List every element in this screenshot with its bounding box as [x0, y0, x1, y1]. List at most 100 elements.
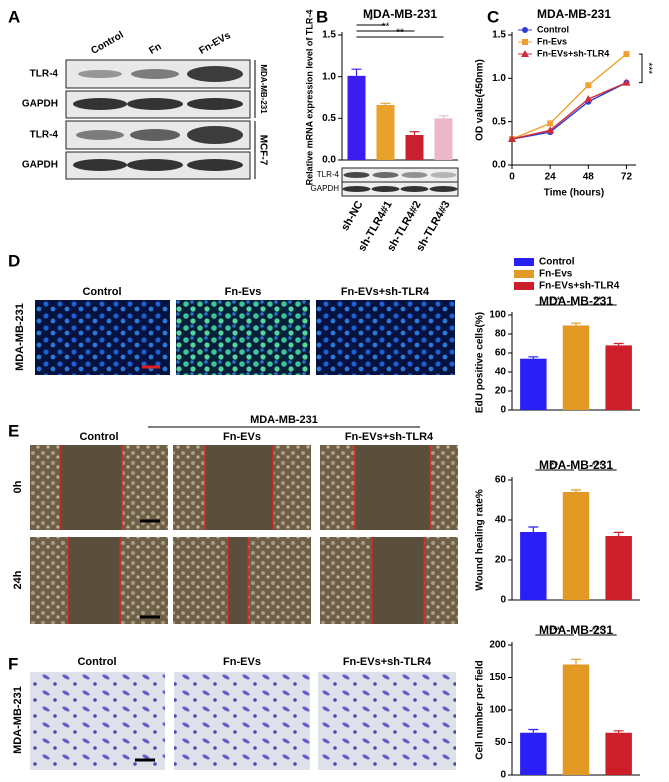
significance-label: *** — [549, 626, 561, 637]
significance-label: *** — [591, 461, 603, 472]
layout — [30, 59, 458, 770]
blot-label: GAPDH — [311, 184, 340, 193]
y-tick-label: 150 — [489, 672, 506, 683]
y-tick-label: 0.0 — [322, 155, 336, 166]
cell-line: MDA-MB-231 — [259, 64, 268, 114]
marker — [585, 82, 592, 89]
bar — [520, 732, 547, 775]
y-tick-label: 1.0 — [322, 71, 336, 82]
y-tick-label: 0.0 — [492, 160, 506, 171]
marker — [623, 51, 630, 58]
bands — [73, 66, 243, 171]
line — [511, 82, 627, 140]
bar — [562, 664, 590, 775]
y-tick-label: 100 — [489, 310, 506, 321]
y-tick-label: 50 — [495, 737, 507, 748]
bar — [605, 732, 632, 775]
image — [174, 672, 310, 770]
y-axis-label: OD value(450nm) — [475, 59, 486, 141]
row-label: GAPDH — [22, 160, 58, 171]
image — [30, 672, 165, 770]
column-label: Fn-Evs — [225, 286, 262, 298]
error-bar — [528, 356, 539, 359]
y-tick-label: 20 — [495, 555, 507, 566]
row-label: MDA-MB-231 — [14, 303, 26, 371]
bar — [605, 536, 632, 600]
image — [35, 300, 170, 375]
image — [318, 672, 456, 770]
image — [176, 300, 310, 375]
band — [429, 186, 458, 192]
legend-label: Control — [537, 24, 569, 34]
significance-label: *** — [591, 626, 603, 637]
error-bar — [528, 728, 539, 733]
legend-label: Control — [539, 257, 575, 268]
significance-label: ** — [551, 461, 559, 472]
error-bar — [380, 102, 391, 105]
column-label: Fn-EVs — [223, 431, 261, 443]
significance-label: *** — [549, 296, 561, 307]
bar — [562, 325, 590, 410]
y-axis-label: Wound healing rate% — [475, 489, 486, 591]
column-label: Control — [77, 656, 116, 668]
y-tick-label: 1.5 — [492, 30, 506, 41]
band — [400, 186, 429, 192]
panel-letter: B — [316, 7, 328, 26]
error-bar — [571, 489, 581, 492]
y-tick-label: 100 — [489, 705, 506, 716]
y-tick-label: 40 — [495, 515, 507, 526]
column-label: Fn-EVs — [223, 656, 261, 668]
x-tick-label: 72 — [621, 172, 633, 183]
line — [511, 82, 627, 140]
marker — [522, 27, 528, 33]
bar — [405, 135, 424, 160]
error-bar — [409, 131, 420, 135]
marker — [508, 135, 516, 142]
band — [342, 186, 371, 192]
row-label: MDA-MB-231 — [12, 686, 24, 754]
column-label: Fn-EVs+sh-TLR4 — [341, 286, 430, 298]
y-tick-label: 1.5 — [322, 30, 336, 41]
legend-label: Fn-EVs+sh-TLR4 — [539, 281, 620, 292]
row-label: TLR-4 — [30, 130, 59, 141]
error-bar — [351, 68, 362, 76]
column-label: Fn-EVs — [197, 30, 233, 57]
bar — [520, 532, 547, 600]
legend-swatch — [514, 258, 534, 266]
y-axis-label: Cell number per field — [475, 660, 486, 759]
y-tick-label: 60 — [495, 475, 507, 486]
band — [372, 172, 399, 178]
header: MDA-MB-231 — [250, 414, 318, 426]
bar — [376, 105, 395, 160]
significance-bar — [639, 53, 643, 84]
significance-label: *** — [642, 63, 653, 75]
y-tick-label: 0 — [500, 595, 506, 606]
band — [430, 172, 457, 178]
marker — [522, 39, 528, 45]
marker — [547, 120, 554, 127]
wound-images — [30, 445, 458, 624]
legend-label: Fn-Evs — [539, 269, 573, 280]
panel-letter: F — [8, 654, 18, 673]
bar — [434, 118, 453, 160]
chart-title: MDA-MB-231 — [539, 458, 613, 472]
column-label: Control — [79, 431, 118, 443]
y-tick-label: 20 — [495, 386, 507, 397]
panel-letter: E — [8, 421, 19, 440]
y-tick-label: 0 — [500, 770, 506, 781]
bar — [347, 75, 366, 160]
y-tick-label: 200 — [489, 640, 506, 651]
column-label: Fn — [147, 41, 163, 57]
error-bar — [613, 730, 624, 733]
y-tick-label: 0.5 — [492, 116, 506, 127]
error-bar — [571, 658, 581, 665]
significance-label: * — [369, 16, 373, 27]
y-axis-label: EdU positive cells(%) — [475, 312, 486, 413]
y-tick-label: 1.0 — [492, 73, 506, 84]
row-label: TLR-4 — [30, 69, 59, 80]
y-axis-label: Relative mRNA expression level of TLR-4 — [304, 10, 314, 186]
column-label: Control — [89, 29, 125, 56]
x-axis-label: Time (hours) — [544, 188, 604, 199]
column-label: Fn-EVs+sh-TLR4 — [343, 656, 432, 668]
line — [511, 53, 627, 140]
